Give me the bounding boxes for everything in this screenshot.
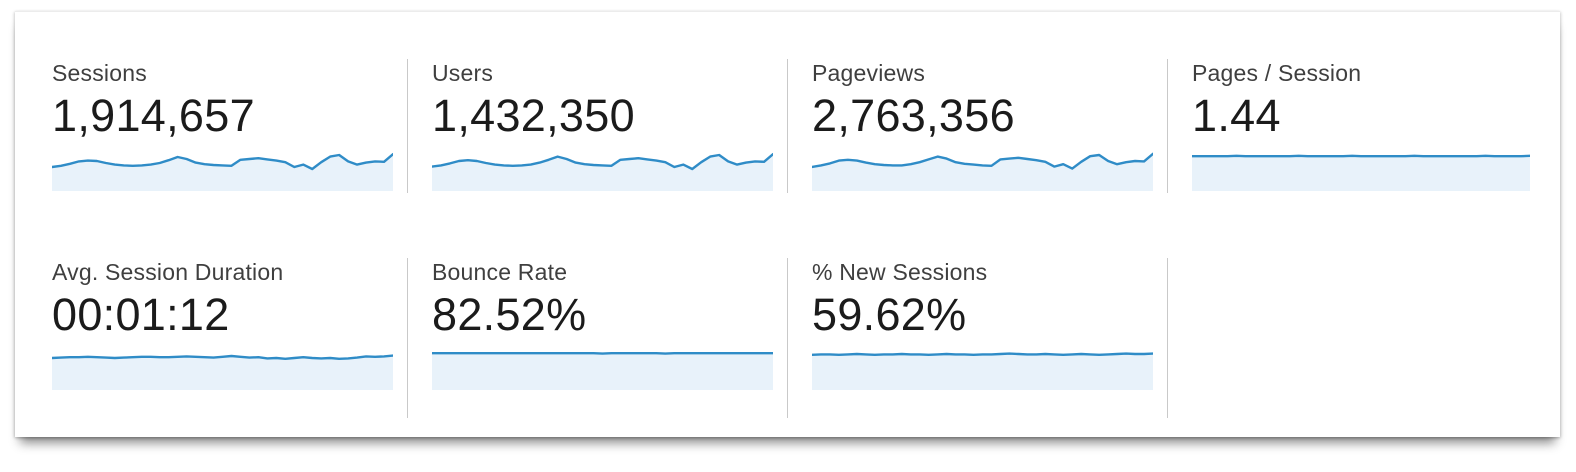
sparkline-pageviews [812, 151, 1153, 191]
metric-label-users: Users [432, 60, 494, 86]
metrics-card: Sessions 1,914,657 Users 1,432,350 Pagev… [15, 11, 1560, 437]
metric-value-percent-new-sessions: 59.62% [812, 289, 967, 340]
sparkline-chart-icon [1192, 151, 1530, 191]
metric-label-percent-new-sessions: % New Sessions [812, 259, 988, 285]
metric-card-avg-session-duration[interactable]: Avg. Session Duration 00:01:12 [15, 258, 407, 418]
metric-label-avg-session-duration: Avg. Session Duration [52, 259, 284, 285]
sparkline-chart-icon [432, 151, 773, 191]
metric-value-users: 1,432,350 [432, 90, 635, 141]
metric-value-avg-session-duration: 00:01:12 [52, 289, 230, 340]
metric-card-users[interactable]: Users 1,432,350 [407, 59, 787, 193]
metric-card-pageviews[interactable]: Pageviews 2,763,356 [787, 59, 1167, 193]
metric-card-pages-per-session[interactable]: Pages / Session 1.44 [1167, 59, 1560, 193]
metric-value-sessions: 1,914,657 [52, 90, 255, 141]
sparkline-users [432, 151, 773, 191]
metric-card-percent-new-sessions[interactable]: % New Sessions 59.62% [787, 258, 1167, 418]
sparkline-bounce-rate [432, 350, 773, 390]
metric-value-bounce-rate: 82.52% [432, 289, 587, 340]
sparkline-chart-icon [52, 151, 393, 191]
sparkline-percent-new-sessions [812, 350, 1153, 390]
metrics-grid: Sessions 1,914,657 Users 1,432,350 Pagev… [15, 12, 1560, 418]
metric-label-pages-per-session: Pages / Session [1192, 60, 1362, 86]
metric-value-pageviews: 2,763,356 [812, 90, 1015, 141]
empty-cell [1167, 258, 1560, 418]
sparkline-chart-icon [432, 350, 773, 390]
metric-value-pages-per-session: 1.44 [1192, 90, 1281, 141]
sparkline-chart-icon [52, 350, 393, 390]
sparkline-sessions [52, 151, 393, 191]
metric-label-bounce-rate: Bounce Rate [432, 259, 568, 285]
metric-card-bounce-rate[interactable]: Bounce Rate 82.52% [407, 258, 787, 418]
sparkline-chart-icon [812, 151, 1153, 191]
sparkline-avg-session-duration [52, 350, 393, 390]
sparkline-pages-per-session [1192, 151, 1530, 191]
metric-card-sessions[interactable]: Sessions 1,914,657 [15, 59, 407, 193]
metric-label-pageviews: Pageviews [812, 60, 926, 86]
metric-label-sessions: Sessions [52, 60, 147, 86]
sparkline-chart-icon [812, 350, 1153, 390]
